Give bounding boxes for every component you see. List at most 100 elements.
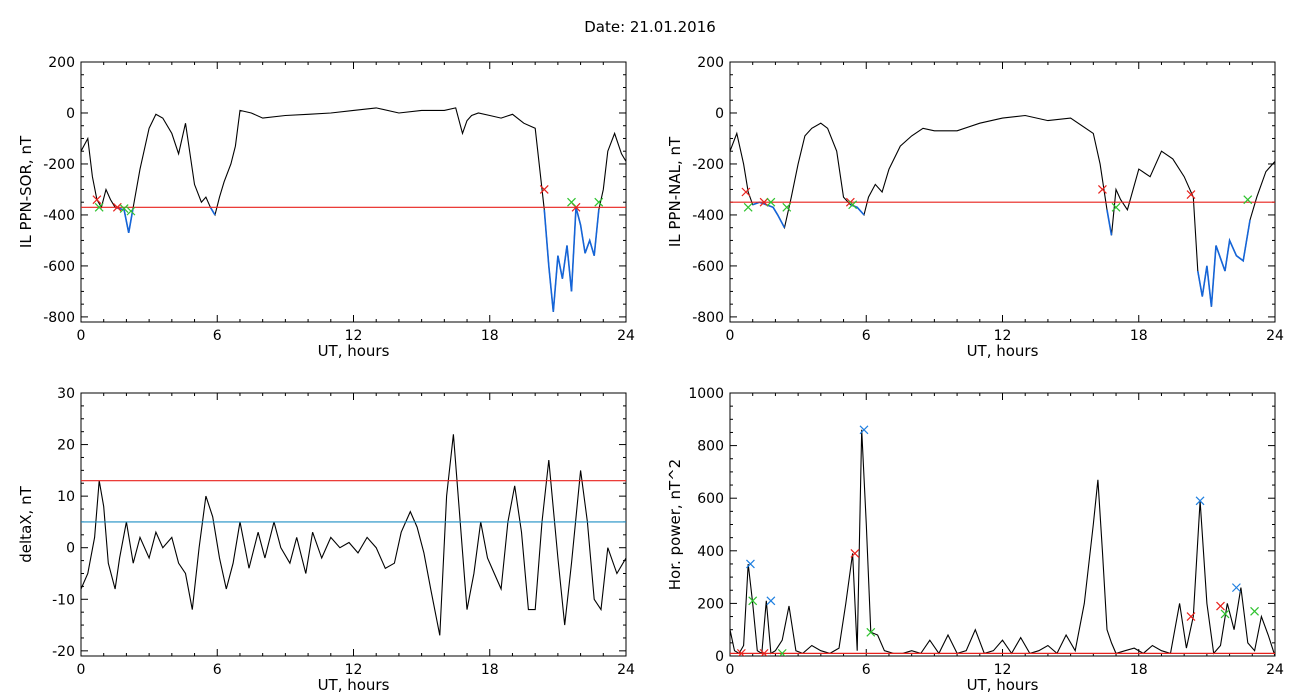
chart-panel-1: 0 6 12 18 24 -800 -600 -400 -200 0 200 UT, hours IL … [17, 55, 635, 360]
marker-stroke [567, 197, 576, 207]
y-tick-label: -10 [52, 592, 75, 608]
marker-stroke [741, 187, 751, 197]
marker-stroke [119, 204, 129, 213]
marker-blue-cross [859, 425, 869, 435]
marker-stroke [848, 200, 858, 210]
marker-stroke [126, 206, 136, 216]
x-tick-label: 24 [617, 328, 635, 344]
plot-area [730, 425, 1275, 656]
marker-stroke [748, 596, 758, 606]
marker-stroke [859, 425, 869, 435]
y-tick-label: 400 [697, 544, 724, 560]
marker-red-cross [736, 648, 746, 656]
x-tick-label: 18 [481, 662, 499, 678]
marker-stroke [539, 185, 549, 194]
marker-green-cross [777, 648, 787, 656]
y-tick-label: -400 [692, 208, 724, 224]
y-axis-label: deltaX, nT [17, 485, 35, 562]
series-line [730, 114, 1275, 307]
plot-area [730, 114, 1275, 307]
y-tick-label: 10 [57, 489, 75, 505]
plot-area [81, 107, 626, 312]
plot-area [81, 434, 626, 636]
x-tick-label: 12 [345, 328, 363, 344]
marker-green-cross [748, 596, 758, 606]
y-tick-label: 200 [697, 596, 724, 612]
x-tick-label: 12 [345, 662, 363, 678]
marker-green-cross [126, 206, 136, 216]
plot-frame [80, 61, 627, 323]
marker-green-cross [594, 197, 604, 207]
chart-panel-2: 0 6 12 18 24 -800 -600 -400 -200 0 200 UT, hours IL … [666, 55, 1284, 360]
marker-stroke [92, 195, 102, 205]
x-tick-label: 0 [726, 662, 735, 678]
marker-green-cross [1111, 202, 1121, 212]
marker-stroke [1220, 609, 1230, 619]
y-tick-label: -200 [692, 157, 724, 173]
marker-red-cross [1186, 190, 1196, 199]
y-axis-label: IL PPN-SOR, nT [17, 135, 35, 248]
y-tick-label: -20 [52, 644, 75, 660]
marker-stroke [1186, 612, 1196, 621]
x-tick-label: 6 [213, 662, 222, 678]
y-tick-label: 800 [697, 439, 724, 455]
y-tick-label: 600 [697, 491, 724, 507]
marker-stroke [766, 197, 776, 207]
x-tick-label: 12 [994, 662, 1012, 678]
x-tick-label: 0 [77, 328, 86, 344]
y-tick-label: 200 [48, 55, 75, 71]
x-tick-label: 6 [862, 662, 871, 678]
marker-stroke [737, 648, 746, 656]
marker-green-cross [94, 202, 104, 212]
y-tick-label: -400 [43, 208, 75, 224]
y-tick-label: -200 [43, 157, 75, 173]
marker-green-cross [743, 202, 753, 212]
series-line [730, 429, 1275, 656]
marker-stroke [866, 627, 876, 637]
marker-green-cross [766, 197, 776, 207]
y-tick-label: -800 [692, 310, 724, 326]
x-tick-label: 18 [481, 328, 499, 344]
marker-stroke [571, 202, 581, 212]
marker-red-cross [741, 187, 751, 197]
x-axis-label: UT, hours [967, 676, 1039, 694]
y-axis-label: IL PPN-NAL, nT [666, 136, 684, 247]
below-threshold-segment [752, 201, 786, 229]
marker-red-cross [1186, 612, 1196, 621]
marker-red-cross [539, 185, 549, 194]
marker-green-cross [1220, 609, 1230, 619]
marker-stroke [746, 559, 755, 569]
y-tick-label: 0 [66, 106, 75, 122]
marker-green-cross [119, 204, 129, 213]
marker-red-cross [92, 195, 102, 205]
marker-green-cross [848, 200, 858, 210]
marker-stroke [778, 648, 787, 656]
y-tick-label: 200 [697, 55, 724, 71]
marker-stroke [1111, 202, 1121, 212]
x-axis-label: UT, hours [967, 342, 1039, 360]
chart-panel-3: 0 6 12 18 24 -20 -10 0 10 20 30 UT, hours deltaX, nT [17, 386, 635, 694]
y-tick-label: -600 [692, 259, 724, 275]
y-tick-label: -600 [43, 259, 75, 275]
marker-stroke [760, 648, 769, 656]
below-threshold-segment [209, 206, 216, 216]
marker-stroke [112, 202, 122, 212]
y-tick-label: 0 [66, 541, 75, 557]
y-tick-label: 0 [715, 649, 724, 665]
chart-panel-4: 0 6 12 18 24 0 200 400 600 800 1000 UT, hours Hor. p… [666, 386, 1284, 694]
x-tick-label: 18 [1130, 328, 1148, 344]
y-tick-label: 20 [57, 438, 75, 454]
below-threshold-segment [850, 203, 865, 216]
marker-stroke [766, 596, 776, 606]
marker-stroke [594, 197, 604, 207]
below-threshold-segment [1197, 219, 1251, 307]
below-threshold-segment [543, 207, 600, 312]
marker-green-cross [866, 627, 876, 637]
marker-green-cross [567, 197, 576, 207]
series-line [81, 434, 626, 636]
marker-stroke [1216, 601, 1225, 611]
marker-red-cross [112, 202, 122, 212]
x-tick-label: 12 [994, 328, 1012, 344]
marker-stroke [1097, 185, 1107, 194]
